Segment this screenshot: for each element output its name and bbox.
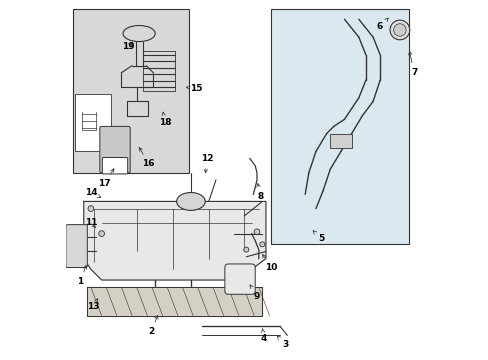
Ellipse shape [259, 242, 264, 247]
Bar [329, 134, 351, 148]
Ellipse shape [176, 193, 205, 210]
Text: 10: 10 [262, 255, 277, 272]
Text: 15: 15 [186, 84, 202, 93]
Text: 19: 19 [122, 41, 134, 50]
Ellipse shape [88, 206, 94, 211]
Text: 13: 13 [87, 299, 100, 311]
Text: 16: 16 [139, 147, 155, 168]
Ellipse shape [393, 24, 406, 36]
Text: 2: 2 [148, 316, 158, 336]
Text: 1: 1 [77, 266, 86, 286]
Bar [75, 94, 110, 152]
Text: 6: 6 [376, 18, 387, 31]
Ellipse shape [244, 247, 248, 252]
Text: 7: 7 [408, 51, 417, 77]
Polygon shape [87, 287, 262, 316]
Text: 4: 4 [261, 329, 267, 343]
Text: 17: 17 [98, 169, 114, 188]
Text: 5: 5 [312, 231, 324, 243]
Ellipse shape [99, 231, 104, 237]
Text: 18: 18 [159, 112, 171, 127]
Ellipse shape [254, 229, 259, 235]
Ellipse shape [389, 20, 409, 40]
Text: 11: 11 [84, 219, 97, 228]
FancyBboxPatch shape [66, 225, 87, 267]
Text: 12: 12 [201, 154, 213, 173]
Bar [271, 9, 408, 244]
Text: 9: 9 [249, 285, 260, 301]
FancyBboxPatch shape [102, 157, 127, 174]
Text: 3: 3 [277, 336, 288, 349]
Text: 8: 8 [256, 184, 263, 201]
Bar [142, 51, 175, 91]
Polygon shape [83, 202, 265, 280]
Bar [73, 9, 189, 173]
FancyBboxPatch shape [224, 264, 255, 294]
Text: 14: 14 [84, 188, 101, 198]
FancyBboxPatch shape [100, 126, 130, 173]
